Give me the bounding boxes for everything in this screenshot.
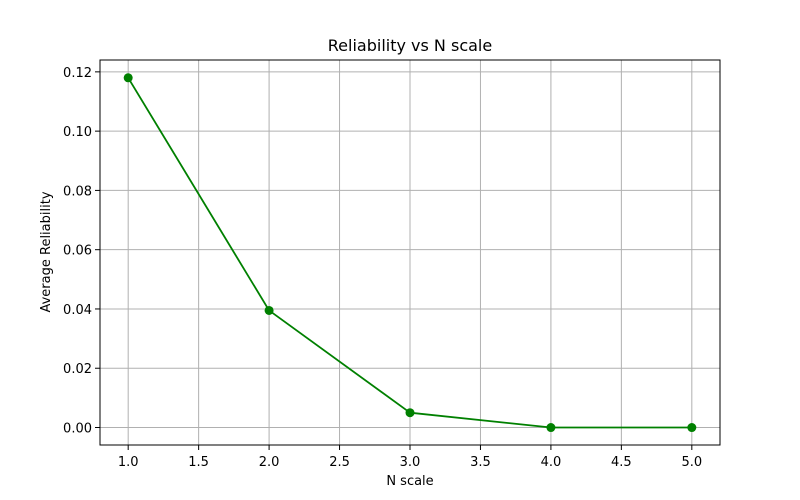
grid-lines: [100, 60, 720, 445]
x-tick-label: 2.5: [329, 455, 350, 470]
y-tick-label: 0.06: [63, 244, 92, 259]
y-tick-label: 0.04: [63, 303, 92, 318]
data-point: [546, 423, 556, 433]
y-axis-label: Average Reliability: [39, 191, 54, 312]
x-axis: 1.0 1.5 2.0 2.5 3.0 3.5 4.0 4.5 5.0: [118, 445, 702, 470]
x-tick-label: 1.0: [118, 455, 139, 470]
x-tick-label: 4.5: [611, 455, 632, 470]
x-axis-label: N scale: [386, 474, 433, 489]
x-tick-label: 4.0: [541, 455, 562, 470]
x-tick-label: 3.5: [470, 455, 491, 470]
chart-title: Reliability vs N scale: [328, 36, 492, 55]
y-tick-label: 0.00: [63, 422, 92, 437]
x-tick-label: 3.0: [400, 455, 421, 470]
x-tick-label: 2.0: [259, 455, 280, 470]
x-tick-label: 1.5: [188, 455, 209, 470]
y-axis: 0.00 0.02 0.04 0.06 0.08 0.10 0.12: [63, 66, 100, 437]
y-tick-label: 0.10: [63, 125, 92, 140]
data-point: [264, 305, 274, 315]
data-point: [687, 423, 697, 433]
y-tick-label: 0.08: [63, 184, 92, 199]
series-layer: [123, 73, 697, 433]
x-tick-label: 5.0: [681, 455, 702, 470]
data-point: [405, 408, 415, 418]
y-tick-label: 0.02: [63, 362, 92, 377]
y-tick-label: 0.12: [63, 66, 92, 81]
data-point: [123, 73, 133, 83]
